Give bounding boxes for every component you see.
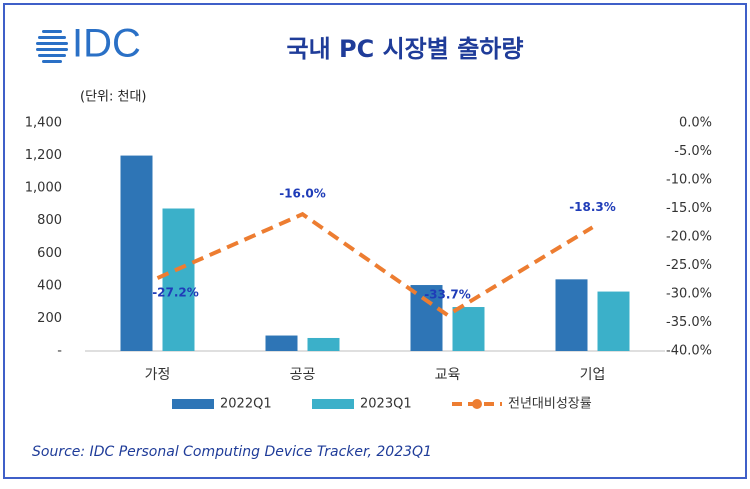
bar — [597, 291, 630, 351]
bar — [410, 285, 443, 351]
legend-swatch — [312, 399, 354, 409]
bar — [265, 335, 298, 351]
y2-tick-label: -20.0% — [666, 230, 712, 245]
y2-tick-label: -25.0% — [666, 258, 712, 273]
data-label: -27.2% — [152, 286, 199, 300]
line-series — [156, 211, 594, 318]
logo-globe — [36, 30, 68, 63]
bar — [162, 208, 195, 351]
y-tick-label: - — [57, 344, 62, 359]
y2-tick-label: -30.0% — [666, 287, 712, 302]
legend-label: 2023Q1 — [360, 397, 412, 412]
data-label: -16.0% — [279, 187, 326, 201]
y2-tick-label: 0.0% — [679, 116, 712, 131]
legend-swatch — [172, 399, 214, 409]
data-label: -18.3% — [569, 200, 616, 214]
y-tick-label: 1,400 — [25, 116, 62, 131]
source-note: Source: IDC Personal Computing Device Tr… — [32, 444, 432, 460]
y-tick-label: 1,000 — [25, 181, 62, 196]
y-tick-label: 400 — [37, 278, 62, 293]
unit-label: (단위: 천대) — [80, 90, 147, 105]
y2-tick-label: -10.0% — [666, 173, 712, 188]
y-tick-label: 1,200 — [25, 148, 62, 163]
y-tick-label: 800 — [37, 213, 62, 228]
chart-title: 국내 PC 시장별 출하량 — [287, 35, 524, 63]
y-tick-label: 200 — [37, 311, 62, 326]
legend-marker — [472, 399, 482, 409]
x-tick-label: 교육 — [435, 367, 461, 383]
data-label: -33.7% — [424, 288, 471, 302]
y2-tick-label: -15.0% — [666, 201, 712, 216]
bar — [452, 307, 485, 351]
x-tick-label: 공공 — [290, 367, 316, 383]
bar — [120, 155, 153, 351]
y2-tick-label: -40.0% — [666, 344, 712, 359]
logo-text: IDC — [72, 22, 141, 66]
legend-label: 전년대비성장률 — [508, 397, 592, 412]
legend-label: 2022Q1 — [220, 397, 272, 412]
y2-tick-label: -35.0% — [666, 315, 712, 330]
y2-tick-label: -5.0% — [674, 144, 712, 159]
y-tick-label: 600 — [37, 246, 62, 261]
x-tick-label: 가정 — [145, 367, 171, 383]
bar — [555, 279, 588, 351]
bar — [307, 337, 340, 351]
x-tick-label: 기업 — [580, 367, 606, 383]
